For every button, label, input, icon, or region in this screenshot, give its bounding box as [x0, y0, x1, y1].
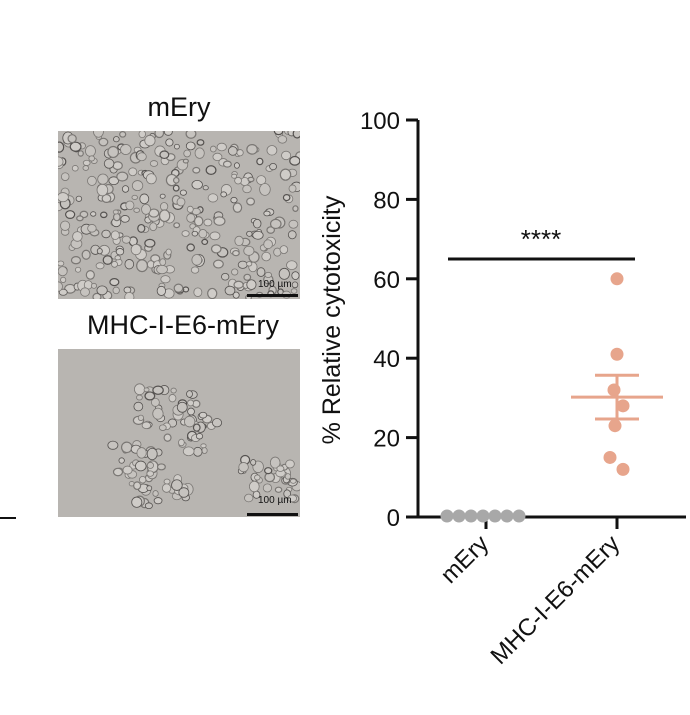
y-axis-label: % Relative cytotoxicity	[318, 195, 346, 444]
data-point-mhc	[616, 399, 630, 413]
data-point-mery	[452, 509, 466, 523]
data-point-mhc	[607, 383, 621, 397]
micrograph-mhc-cells	[58, 349, 300, 517]
y-tick-label: 60	[373, 267, 400, 294]
scale-label-mhc: 100 µm	[258, 495, 292, 506]
significance-label: ****	[521, 224, 561, 254]
data-point-mery	[476, 509, 490, 523]
micrograph-mery-cells	[58, 131, 300, 299]
data-point-mery	[512, 509, 526, 523]
chart-marks: ****	[440, 224, 663, 523]
scale-label-mery: 100 µm	[258, 279, 292, 290]
y-tick-label: 100	[360, 108, 400, 135]
data-point-mery	[500, 509, 514, 523]
micrograph-mhc	[58, 349, 300, 517]
data-point-mhc	[603, 450, 617, 464]
x-tick-label: mEry	[436, 530, 495, 589]
panel-title-mery: mEry	[147, 92, 211, 122]
y-tick-label: 20	[373, 426, 400, 453]
x-tick-label: MHC-I-E6-mEry	[485, 530, 625, 670]
data-point-mhc	[616, 462, 630, 476]
data-point-mery	[440, 509, 454, 523]
data-point-mhc	[610, 272, 624, 286]
data-point-mery	[488, 509, 502, 523]
data-point-mhc	[610, 347, 624, 361]
data-point-mery	[464, 509, 478, 523]
data-point-mhc	[608, 419, 622, 433]
scale-bar-mery	[247, 294, 298, 297]
y-tick-label: 0	[387, 505, 400, 532]
y-tick-label: 80	[373, 187, 400, 214]
micrograph-mery	[58, 131, 300, 299]
panel-title-mhc: MHC-I-E6-mEry	[87, 310, 279, 340]
scale-bar-mhc	[247, 513, 298, 516]
y-tick-label: 40	[373, 346, 400, 373]
edge-line	[0, 517, 16, 519]
